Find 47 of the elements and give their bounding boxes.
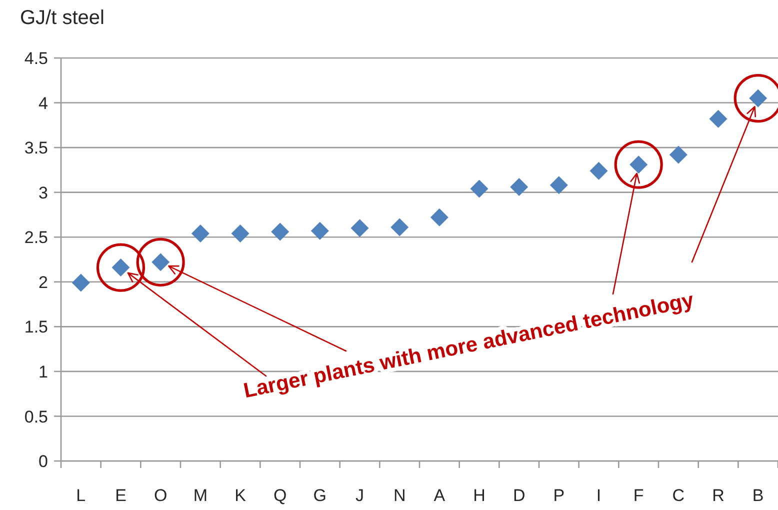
x-tick-label: L xyxy=(76,486,86,506)
x-tick-label: E xyxy=(115,486,126,506)
y-tick-label: 3 xyxy=(38,183,48,202)
x-tick-label: B xyxy=(752,486,764,506)
x-tick-label: R xyxy=(712,486,724,506)
y-tick-label: 4.5 xyxy=(24,49,48,68)
x-tick-label: I xyxy=(596,486,602,506)
x-tick-label: J xyxy=(356,486,364,506)
x-tick-label: O xyxy=(154,486,168,506)
point xyxy=(72,274,90,292)
point xyxy=(430,208,448,226)
x-tick-label: M xyxy=(193,486,208,506)
x-tick-label: N xyxy=(393,486,406,506)
y-tick-label: 2.5 xyxy=(24,228,48,248)
point xyxy=(350,219,369,238)
y-tick-label: 1 xyxy=(38,362,48,382)
y-tick-label: 0 xyxy=(38,452,48,472)
x-tick-label: D xyxy=(512,486,526,506)
point xyxy=(470,180,488,198)
point xyxy=(709,110,728,128)
y-tick-label: 3.5 xyxy=(24,138,48,158)
y-axis-title: GJ/t steel xyxy=(20,7,104,30)
point xyxy=(96,243,146,292)
point xyxy=(510,178,528,196)
point xyxy=(191,224,210,243)
y-tick-label: 1.5 xyxy=(24,318,48,337)
point xyxy=(231,224,250,243)
annotation: Larger plants with more advanced technology xyxy=(242,288,696,403)
point xyxy=(271,222,290,241)
x-tick-label: F xyxy=(633,486,644,506)
y-tick-label: 0.5 xyxy=(24,407,48,426)
x-tick-label: H xyxy=(473,486,486,506)
x-tick-label: C xyxy=(672,486,685,506)
y-tick-label: 2 xyxy=(38,272,48,292)
x-tick-label: P xyxy=(553,486,565,506)
point xyxy=(390,218,409,236)
x-tick-label: A xyxy=(434,486,446,506)
point xyxy=(614,140,663,189)
point xyxy=(669,146,688,164)
x-tick-label: K xyxy=(234,486,247,506)
y-tick-label: 4 xyxy=(38,94,48,113)
point xyxy=(550,176,568,194)
point xyxy=(590,162,608,180)
point xyxy=(310,222,329,240)
x-tick-label: Q xyxy=(273,486,287,506)
point xyxy=(136,238,185,286)
x-tick-label: G xyxy=(313,486,327,506)
